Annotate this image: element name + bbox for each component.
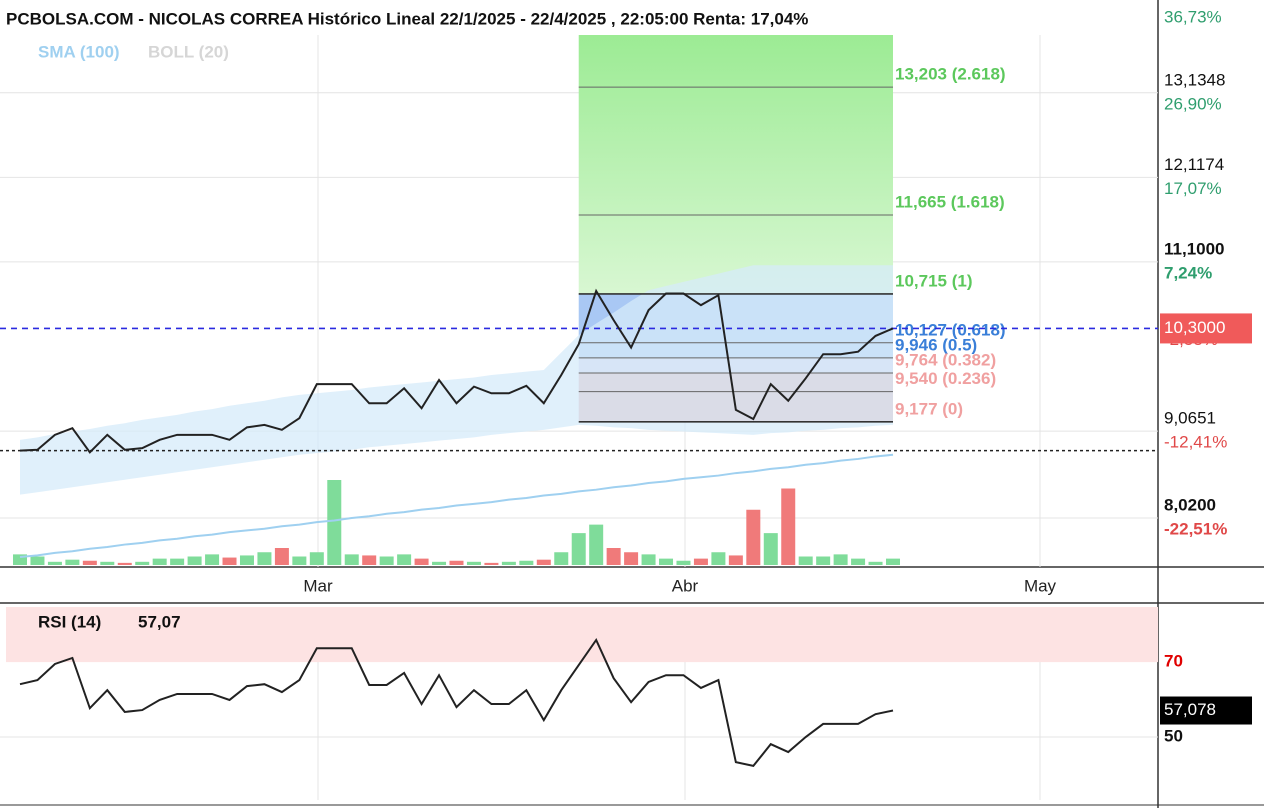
volume-bar [205,554,220,565]
volume-bar [292,556,307,565]
volume-bar [82,560,97,565]
volume-bar [606,548,621,565]
volume-bar [466,561,481,565]
volume-bar [432,561,447,565]
volume-bar [65,559,80,565]
pct-label: 7,24% [1164,263,1212,282]
volume-bar [170,558,185,565]
rsi-current-label: 57,078 [1164,700,1216,719]
price-line [19,288,894,454]
volume-bar [886,558,900,565]
fib-label: 13,203 (2.618) [895,65,1006,84]
fib-label: 10,127 (0.618) [895,320,1006,339]
volume-bar [344,554,359,565]
volume-bar [501,561,516,565]
current-label: 10,3000 [1164,318,1225,337]
volume-bar [851,558,866,565]
volume-bar [117,562,132,565]
volume-bar [624,552,639,565]
fib-label: 10,715 (1) [895,271,973,290]
volume-bar [728,555,743,565]
volume-bar [641,554,656,565]
volume-bar [187,556,202,565]
y-tick-label: 11,1000 [1164,239,1225,258]
y-tick-label: 8,0200 [1164,495,1216,514]
volume-bar [13,554,27,565]
volume-bar [798,556,813,565]
rsi-current-box [1160,696,1252,725]
volume-bar [379,556,394,565]
pct-label: 26,90% [1164,94,1222,113]
rsi-line [19,637,894,768]
volume-bar [763,533,778,565]
bollinger-band [20,265,893,495]
fib-label: 9,764 (0.382) [895,350,996,369]
y-tick-label: 13,1348 [1164,70,1225,89]
volume-bar [47,561,62,565]
rsi-title: RSI (14) [38,612,101,631]
volume-bar [711,552,726,565]
volume-bar [257,552,272,565]
x-tick-label: May [1024,576,1057,595]
volume-bar [397,554,412,565]
volume-bar [519,560,534,565]
volume-bar [152,558,167,565]
volume-bar [554,552,569,565]
fib-label: 9,946 (0.5) [895,335,977,354]
rsi-value: 57,07 [138,612,181,631]
volume-bar [571,533,586,565]
sma-line [19,453,894,559]
volume-bar [30,556,45,565]
volume-bar [135,561,150,565]
volume-bar [781,488,796,565]
fib-label: 11,665 (1.618) [895,192,1005,211]
volume-bar [362,555,377,565]
chart-title: PCBOLSA.COM - NICOLAS CORREA Histórico L… [6,9,808,28]
y-tick-label: 50 [1164,727,1183,746]
volume-bar [833,554,848,565]
y-tick-label: 12,1174 [1164,155,1224,174]
volume-bar [536,559,551,565]
fib-label: 9,540 (0.236) [895,369,996,388]
volume-bar [222,557,237,565]
volume-bar [100,561,115,565]
fib-zone [578,35,893,294]
x-tick-label: Abr [672,576,699,595]
volume-bar [816,556,831,565]
current-box [1160,313,1252,344]
pct-label: 17,07% [1164,179,1222,198]
y-tick-label: 70 [1164,652,1183,671]
pct-label: -12,41% [1164,433,1227,452]
volume-bar [414,558,429,565]
volume-bar [484,562,499,565]
legend-boll: BOLL (20) [148,42,229,61]
x-tick-label: Mar [303,576,333,595]
overbought-zone [6,607,1158,663]
volume-bar [693,558,708,565]
volume-bar [589,524,604,565]
volume-bar [239,555,254,565]
volume-bar [309,552,324,565]
legend-sma: SMA (100) [38,42,120,61]
y-tick-label: 9,0651 [1164,409,1216,428]
volume-bar [746,509,761,565]
pct-label: 36,73% [1164,7,1222,26]
volume-bar [676,560,691,565]
fib-label: 9,177 (0) [895,399,963,418]
volume-bar [868,561,883,565]
volume-bar [274,548,289,565]
volume-bar [327,480,342,565]
pct-label: -22,51% [1164,519,1227,538]
volume-bar [449,560,464,565]
volume-bar [659,558,674,565]
